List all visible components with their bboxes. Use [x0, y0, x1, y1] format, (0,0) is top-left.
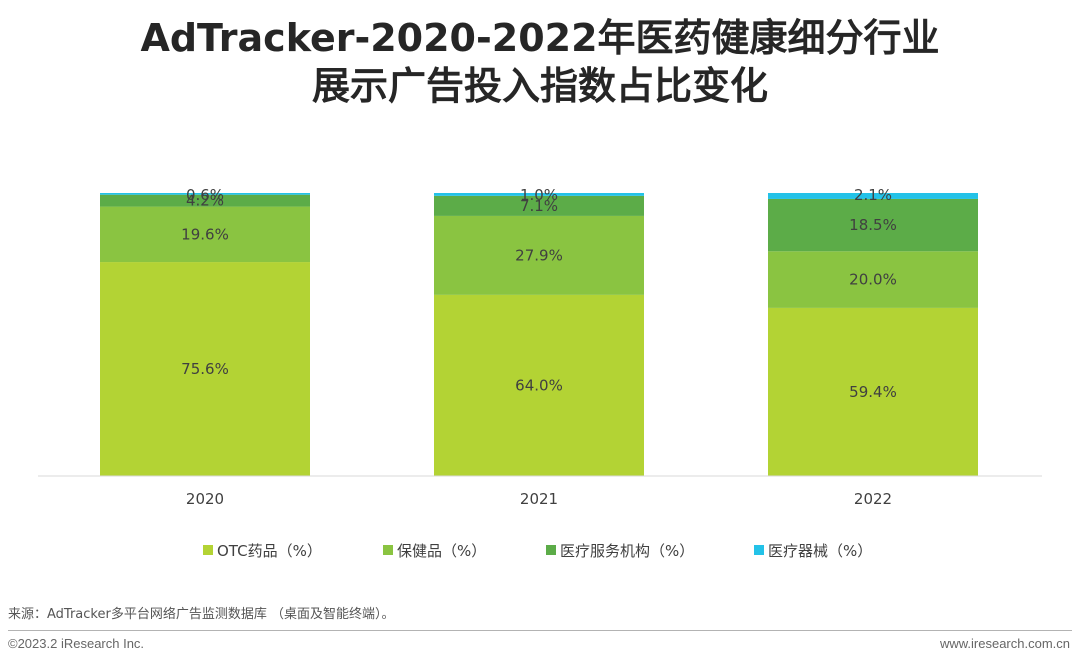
- legend-item-3: 医疗器械（%）: [754, 542, 872, 560]
- bars-group: 75.6% 19.6% 4.2%0.6% 64.0% 27.9% 7.1%1.0% 59.4…: [100, 186, 978, 476]
- source-note: 来源：AdTracker多平台网络广告监测数据库 （桌面及智能终端）。: [8, 607, 395, 622]
- x-axis-tick-labels: 2020 2021 2022: [186, 490, 892, 508]
- data-label-2021-s1: 27.9%: [515, 246, 563, 264]
- x-tick-label-2022: 2022: [854, 490, 892, 508]
- bar-segment-2021-s1: [434, 215, 644, 295]
- x-tick-label-2021: 2021: [520, 490, 558, 508]
- legend-swatch-0: [203, 545, 213, 555]
- bar-segment-2022-s0: [768, 307, 978, 476]
- footer-divider: [8, 630, 1072, 631]
- legend-item-1: 保健品（%）: [383, 542, 486, 560]
- data-label-2022-s3: 2.1%: [854, 186, 892, 204]
- legend-swatch-3: [754, 545, 764, 555]
- chart-title-line2: 展示广告投入指数占比变化: [311, 64, 768, 108]
- website-link[interactable]: www.iresearch.com.cn: [939, 636, 1070, 651]
- bar-segment-2020-s3: [100, 193, 310, 195]
- data-label-2020-s3: 0.6%: [186, 186, 224, 204]
- bar-segment-2021-s2: [434, 195, 644, 216]
- legend-item-2: 医疗服务机构（%）: [546, 542, 694, 560]
- bar-segment-2022-s1: [768, 251, 978, 308]
- chart-title-line1: AdTracker-2020-2022年医药健康细分行业: [140, 16, 940, 60]
- data-label-2021-s0: 64.0%: [515, 376, 563, 394]
- data-label-2021-s3: 1.0%: [520, 186, 558, 204]
- bar-segment-2021-s3: [434, 193, 644, 196]
- data-label-2020-s0: 75.6%: [181, 360, 229, 378]
- legend-swatch-1: [383, 545, 393, 555]
- bar-segment-2022-s2: [768, 198, 978, 252]
- legend-swatch-2: [546, 545, 556, 555]
- data-label-2020-s1: 19.6%: [181, 225, 229, 243]
- data-label-2022-s1: 20.0%: [849, 271, 897, 289]
- bar-segment-2020-s2: [100, 194, 310, 207]
- bar-segment-2021-s0: [434, 294, 644, 476]
- copyright-text: ©2023.2 iResearch Inc.: [8, 636, 145, 651]
- bar-segment-2020-s0: [100, 262, 310, 476]
- chart-title: AdTracker-2020-2022年医药健康细分行业 展示广告投入指数占比变…: [0, 14, 1080, 110]
- legend-label-0: OTC药品（%）: [217, 542, 322, 560]
- data-label-2022-s0: 59.4%: [849, 383, 897, 401]
- x-tick-label-2020: 2020: [186, 490, 224, 508]
- legend-label-3: 医疗器械（%）: [768, 542, 872, 560]
- data-label-2021-s2: 7.1%: [520, 197, 558, 215]
- bar-segment-2020-s1: [100, 206, 310, 263]
- legend-label-1: 保健品（%）: [397, 542, 486, 560]
- legend-item-0: OTC药品（%）: [203, 542, 322, 560]
- data-label-2020-s2: 4.2%: [186, 192, 224, 210]
- legend-label-2: 医疗服务机构（%）: [560, 542, 694, 560]
- stacked-bar-chart: 75.6% 19.6% 4.2%0.6% 64.0% 27.9% 7.1%1.0% 59.4…: [38, 186, 1042, 560]
- bar-segment-2022-s3: [768, 193, 978, 199]
- data-label-2022-s2: 18.5%: [849, 216, 897, 234]
- legend: OTC药品（%） 保健品（%） 医疗服务机构（%） 医疗器械（%）: [203, 542, 872, 560]
